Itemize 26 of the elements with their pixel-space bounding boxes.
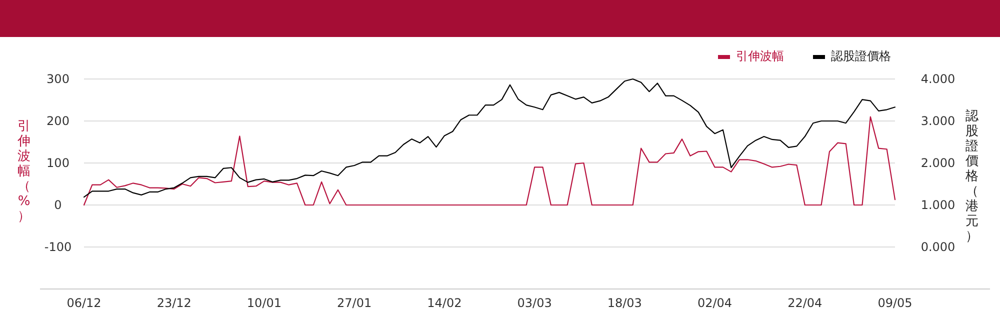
y2-tick-label: 1.000 xyxy=(920,198,956,212)
x-tick-label: 10/01 xyxy=(246,296,282,310)
x-tick-label: 09/05 xyxy=(878,296,912,310)
line-series xyxy=(83,116,896,206)
x-tick-label: 06/12 xyxy=(66,296,102,310)
legend-label: 引伸波幅 xyxy=(736,49,784,63)
line-series xyxy=(83,78,896,198)
y-tick-label: 0 xyxy=(54,198,62,212)
y-axis-title: 引伸波幅（%） xyxy=(16,119,30,224)
x-tick-label: 18/03 xyxy=(607,296,642,310)
y2-tick-label: 2.000 xyxy=(920,156,956,170)
y-tick-label: -100 xyxy=(44,240,72,254)
y2-tick-label: 4.000 xyxy=(920,72,956,86)
text: 認股證價格（港元） xyxy=(966,109,978,244)
y-tick-label: 200 xyxy=(46,114,70,128)
legend-label: 認股證價格 xyxy=(831,49,891,63)
y2-tick-label: 0.000 xyxy=(920,240,956,254)
y-tick-label: 300 xyxy=(46,72,70,86)
x-tick-label: 14/02 xyxy=(427,296,462,310)
y-tick-label: 100 xyxy=(46,156,70,170)
y2-tick-label: 3.000 xyxy=(920,114,956,128)
x-tick-label: 27/01 xyxy=(337,296,372,310)
x-tick-label: 23/12 xyxy=(156,296,192,310)
x-tick-label: 03/03 xyxy=(517,296,552,310)
x-tick-label: 02/04 xyxy=(697,296,732,310)
x-tick-label: 22/04 xyxy=(788,296,822,310)
